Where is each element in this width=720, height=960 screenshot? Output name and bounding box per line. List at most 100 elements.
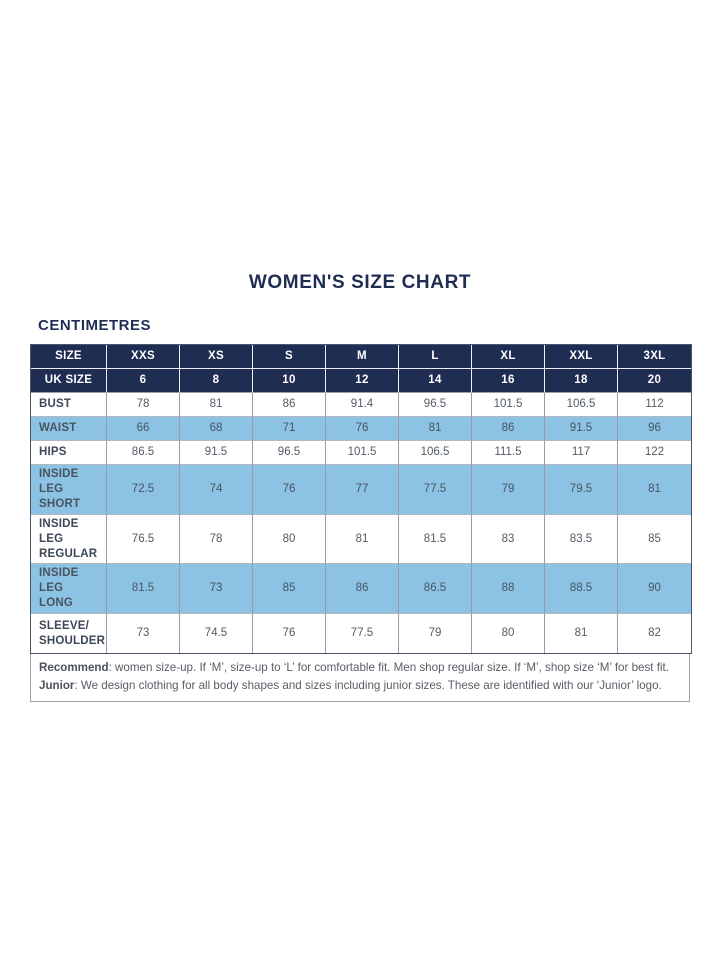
- value-cell: 79: [472, 464, 545, 515]
- uk-size-cell: 14: [399, 368, 472, 393]
- value-cell: 81: [326, 514, 399, 565]
- value-cell: 101.5: [326, 440, 399, 465]
- value-cell: 96.5: [253, 440, 326, 465]
- value-cell: 112: [618, 393, 691, 417]
- junior-note: Junior: We design clothing for all body …: [39, 677, 681, 695]
- table-row-hips: HIPS 86.5 91.5 96.5 101.5 106.5 111.5 11…: [31, 440, 691, 465]
- value-cell: 76: [253, 614, 326, 654]
- value-cell: 71: [253, 416, 326, 441]
- value-cell: 86.5: [107, 440, 180, 465]
- value-cell: 77.5: [399, 464, 472, 515]
- row-label: HIPS: [31, 440, 107, 465]
- value-cell: 106.5: [399, 440, 472, 465]
- uk-size-cell: 6: [107, 368, 180, 393]
- value-cell: 91.4: [326, 392, 399, 417]
- value-cell: 83.5: [545, 514, 618, 565]
- row-label: BUST: [31, 392, 107, 417]
- size-header-cell: L: [399, 344, 472, 369]
- value-cell: 76.5: [107, 514, 180, 565]
- size-header-cell: 3XL: [618, 344, 691, 369]
- value-cell: 88.5: [545, 564, 618, 615]
- size-header-cell: M: [326, 344, 399, 369]
- value-cell: 85: [253, 564, 326, 615]
- value-cell: 91.5: [545, 416, 618, 441]
- size-header-row: SIZE XXS XS S M L XL XXL 3XL: [31, 344, 691, 369]
- table-row-inside-leg-long: INSIDE LEG LONG 81.5 73 85 86 86.5 88 88…: [31, 564, 691, 615]
- value-cell: 81: [618, 464, 691, 515]
- value-cell: 96.5: [399, 392, 472, 417]
- value-cell: 73: [107, 614, 180, 654]
- value-cell: 111.5: [472, 440, 545, 465]
- row-label: INSIDE LEG REGULAR: [31, 514, 107, 565]
- value-cell: 68: [180, 416, 253, 441]
- value-cell: 80: [472, 614, 545, 654]
- value-cell: 79: [399, 614, 472, 654]
- value-cell: 86.5: [399, 564, 472, 615]
- uk-size-cell: 16: [472, 368, 545, 393]
- row-label: INSIDE LEG SHORT: [31, 464, 107, 515]
- uk-size-cell: 18: [545, 368, 618, 393]
- size-header-cell: S: [253, 344, 326, 369]
- page-title: WOMEN'S SIZE CHART: [248, 272, 472, 293]
- row-label: WAIST: [31, 416, 107, 441]
- recommend-note-label: Recommend: [39, 661, 109, 675]
- size-header-cell: XXL: [545, 344, 618, 369]
- value-cell: 81: [399, 416, 472, 441]
- value-cell: 90: [618, 564, 691, 615]
- table-row-sleeve-shoulder: SLEEVE/ SHOULDER 73 74.5 76 77.5 79 80 8…: [31, 614, 691, 654]
- table-row-inside-leg-regular: INSIDE LEG REGULAR 76.5 78 80 81 81.5 83…: [31, 514, 691, 565]
- notes-box: Recommend: women size-up. If ‘M’, size-u…: [30, 654, 690, 703]
- table-row-waist: WAIST 66 68 71 76 81 86 91.5 96: [31, 416, 691, 441]
- junior-note-label: Junior: [39, 679, 75, 693]
- value-cell: 96: [618, 416, 691, 441]
- value-cell: 74.5: [180, 614, 253, 654]
- junior-note-text: : We design clothing for all body shapes…: [74, 679, 662, 693]
- size-table: SIZE XXS XS S M L XL XXL 3XL UK SIZE 6 8…: [30, 343, 692, 655]
- size-header-cell: XS: [180, 344, 253, 369]
- uk-size-header-label: UK SIZE: [31, 368, 107, 393]
- value-cell: 88: [472, 564, 545, 615]
- value-cell: 117: [545, 440, 618, 465]
- size-header-label: SIZE: [31, 344, 107, 369]
- uk-size-cell: 12: [326, 368, 399, 393]
- value-cell: 83: [472, 514, 545, 565]
- value-cell: 81.5: [107, 564, 180, 615]
- value-cell: 81.5: [399, 514, 472, 565]
- value-cell: 122: [618, 441, 691, 465]
- row-label: INSIDE LEG LONG: [31, 564, 107, 615]
- uk-size-cell: 20: [618, 368, 691, 393]
- units-heading: CENTIMETRES: [38, 316, 152, 334]
- value-cell: 77: [326, 464, 399, 515]
- value-cell: 78: [180, 514, 253, 565]
- table-row-bust: BUST 78 81 86 91.4 96.5 101.5 106.5 112: [31, 392, 691, 417]
- value-cell: 101.5: [472, 392, 545, 417]
- row-label: SLEEVE/ SHOULDER: [31, 614, 107, 654]
- value-cell: 85: [618, 515, 691, 565]
- size-header-cell: XL: [472, 344, 545, 369]
- value-cell: 86: [253, 392, 326, 417]
- recommend-note: Recommend: women size-up. If ‘M’, size-u…: [39, 659, 681, 677]
- value-cell: 81: [545, 614, 618, 654]
- value-cell: 73: [180, 564, 253, 615]
- table-row-inside-leg-short: INSIDE LEG SHORT 72.5 74 76 77 77.5 79 7…: [31, 464, 691, 515]
- value-cell: 79.5: [545, 464, 618, 515]
- uk-size-header-row: UK SIZE 6 8 10 12 14 16 18 20: [31, 368, 691, 393]
- size-header-cell: XXS: [107, 344, 180, 369]
- value-cell: 91.5: [180, 440, 253, 465]
- value-cell: 66: [107, 416, 180, 441]
- uk-size-cell: 8: [180, 368, 253, 393]
- value-cell: 80: [253, 514, 326, 565]
- value-cell: 86: [326, 564, 399, 615]
- value-cell: 82: [648, 627, 661, 640]
- value-cell: 72.5: [107, 464, 180, 515]
- value-cell: 77.5: [326, 614, 399, 654]
- value-cell: 76: [326, 416, 399, 441]
- value-cell: 106.5: [545, 392, 618, 417]
- value-cell: 76: [253, 464, 326, 515]
- value-cell: 81: [180, 392, 253, 417]
- value-cell: 86: [472, 416, 545, 441]
- value-cell: 78: [107, 392, 180, 417]
- uk-size-cell: 10: [253, 368, 326, 393]
- recommend-note-text: : women size-up. If ‘M’, size-up to ‘L’ …: [108, 661, 669, 675]
